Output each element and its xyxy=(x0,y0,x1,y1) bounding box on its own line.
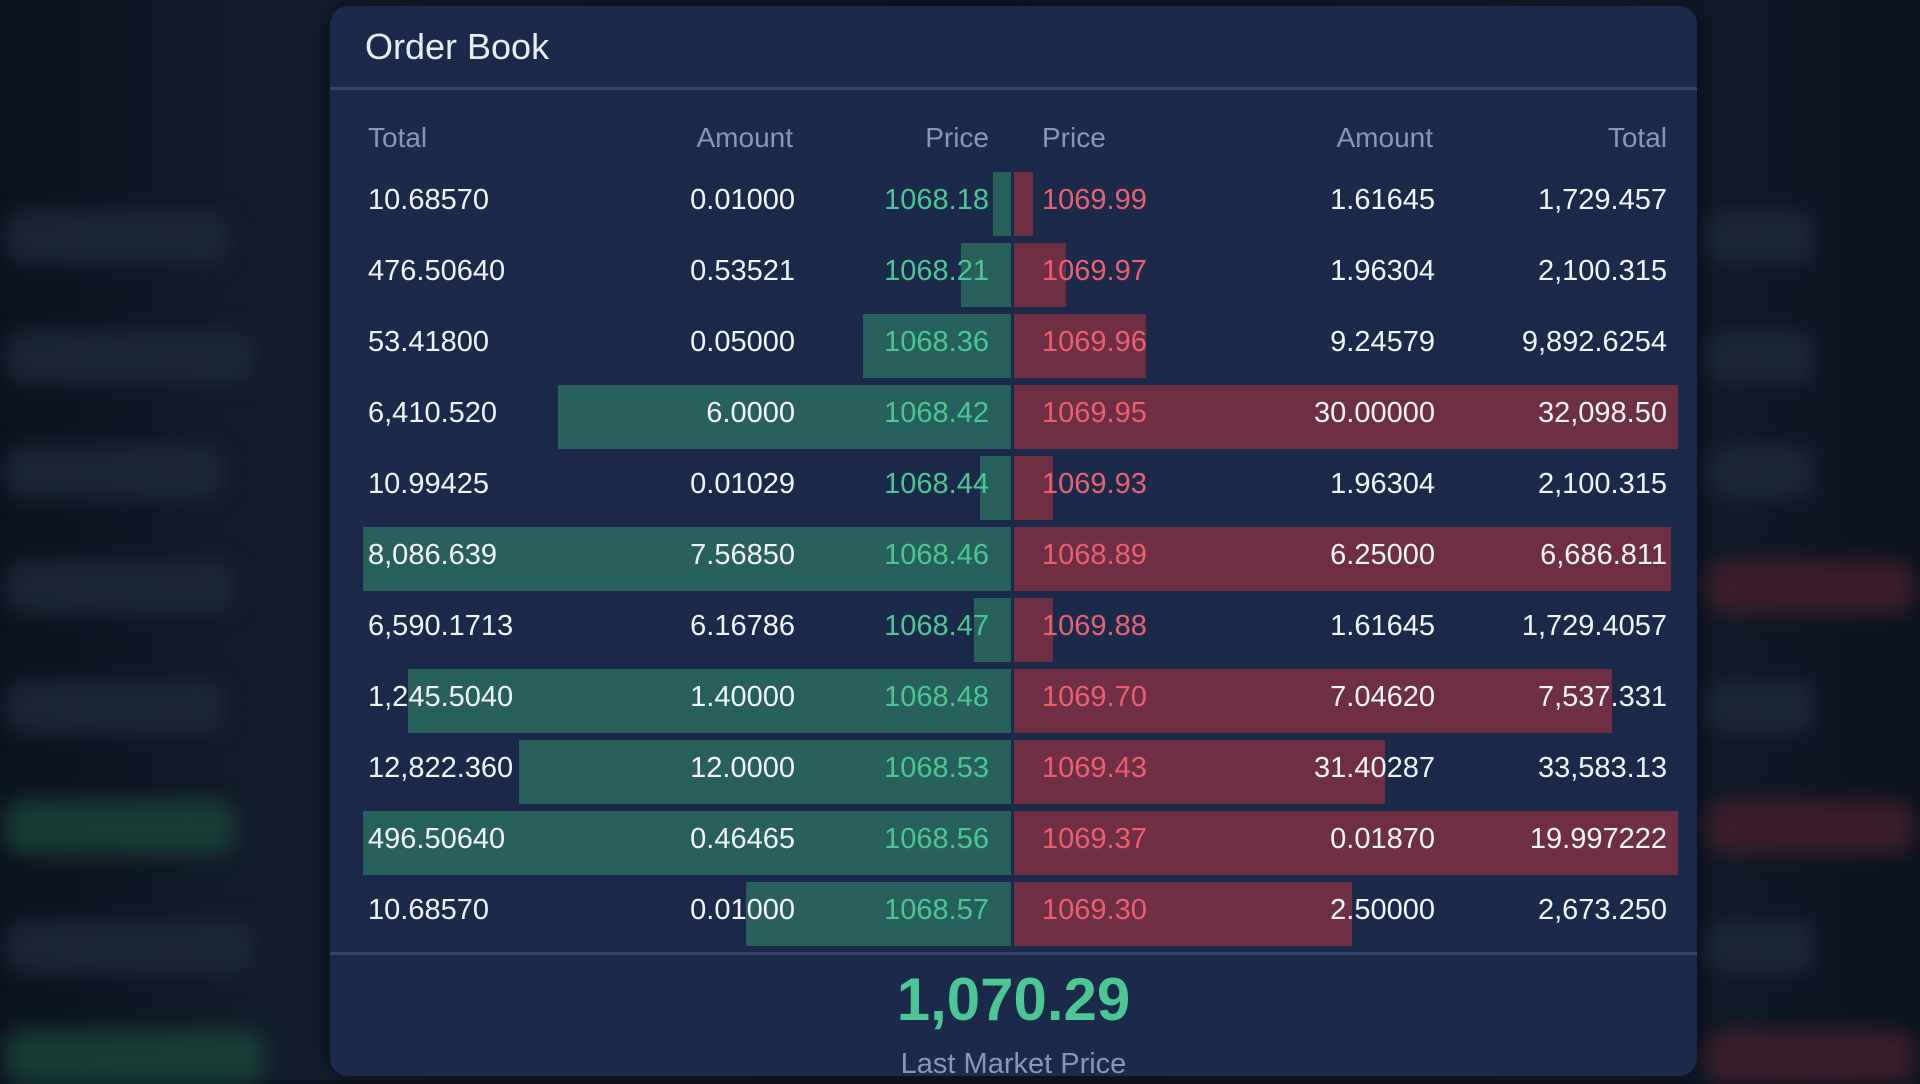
ask-amount-header: Amount xyxy=(1337,122,1434,154)
ask-amount-cell: 0.01870 xyxy=(1330,823,1435,856)
ask-price-cell: 1069.88 xyxy=(1042,610,1147,643)
last-market-price-label: Last Market Price xyxy=(330,1048,1697,1076)
bid-price-cell: 1068.53 xyxy=(884,752,989,785)
blurred-sidebar-item xyxy=(5,680,225,734)
ask-price-header: Price xyxy=(1042,122,1106,154)
bid-price-cell: 1068.42 xyxy=(884,397,989,430)
bid-total-cell: 10.68570 xyxy=(368,894,489,927)
bid-amount-cell: 12.0000 xyxy=(690,752,795,785)
ask-price-cell: 1069.43 xyxy=(1042,752,1147,785)
blurred-sidebar-item xyxy=(5,800,235,854)
ask-amount-cell: 1.96304 xyxy=(1330,255,1435,288)
bid-total-cell: 12,822.360 xyxy=(368,752,513,785)
spread-divider xyxy=(1011,168,1014,949)
bid-amount-cell: 0.01000 xyxy=(690,894,795,927)
blurred-sidebar-item xyxy=(5,920,255,974)
ask-total-cell: 1,729.4057 xyxy=(1522,610,1667,643)
ask-total-header: Total xyxy=(1608,122,1667,154)
bid-total-cell: 6,590.1713 xyxy=(368,610,513,643)
ask-total-cell: 33,583.13 xyxy=(1538,752,1667,785)
blurred-sidebar-item xyxy=(1705,920,1815,974)
bid-price-cell: 1068.56 xyxy=(884,823,989,856)
blurred-sidebar-item xyxy=(5,560,235,614)
ask-price-cell: 1069.93 xyxy=(1042,468,1147,501)
ask-depth-bar xyxy=(1013,172,1033,236)
blurred-sidebar-item xyxy=(1705,800,1915,854)
ask-amount-cell: 31.40287 xyxy=(1314,752,1435,785)
order-book-panel: Order Book Total Amount Price Price Amou… xyxy=(330,6,1697,1076)
bid-total-cell: 10.99425 xyxy=(368,468,489,501)
ask-total-cell: 2,100.315 xyxy=(1538,468,1667,501)
blurred-sidebar-item xyxy=(5,445,225,499)
blurred-sidebar-item xyxy=(1705,1030,1915,1084)
blurred-sidebar-item xyxy=(1705,560,1915,614)
bid-price-cell: 1068.18 xyxy=(884,184,989,217)
ask-total-cell: 32,098.50 xyxy=(1538,397,1667,430)
ask-amount-cell: 7.04620 xyxy=(1330,681,1435,714)
bid-amount-cell: 0.46465 xyxy=(690,823,795,856)
ask-amount-cell: 2.50000 xyxy=(1330,894,1435,927)
panel-title: Order Book xyxy=(365,26,549,68)
ask-total-cell: 6,686.811 xyxy=(1540,539,1667,572)
bid-amount-cell: 1.40000 xyxy=(690,681,795,714)
bid-price-header: Price xyxy=(925,122,989,154)
blurred-sidebar-item xyxy=(1705,445,1815,499)
blurred-sidebar-item xyxy=(5,1030,265,1084)
bid-total-cell: 6,410.520 xyxy=(368,397,497,430)
ask-amount-cell: 1.61645 xyxy=(1330,610,1435,643)
bid-total-cell: 476.50640 xyxy=(368,255,505,288)
last-market-price: 1,070.29 xyxy=(330,965,1697,1034)
ask-total-cell: 1,729.457 xyxy=(1538,184,1667,217)
ask-total-cell: 19.997222 xyxy=(1530,823,1667,856)
blurred-sidebar-item xyxy=(5,330,255,384)
column-headers: Total Amount Price Price Amount Total xyxy=(330,122,1697,162)
bid-total-cell: 496.50640 xyxy=(368,823,505,856)
ask-price-cell: 1069.96 xyxy=(1042,326,1147,359)
bid-price-cell: 1068.44 xyxy=(884,468,989,501)
bid-price-cell: 1068.46 xyxy=(884,539,989,572)
panel-header: Order Book xyxy=(330,6,1697,90)
ask-amount-cell: 1.61645 xyxy=(1330,184,1435,217)
ask-price-cell: 1069.70 xyxy=(1042,681,1147,714)
ask-amount-cell: 6.25000 xyxy=(1330,539,1435,572)
bid-total-cell: 8,086.639 xyxy=(368,539,497,572)
blurred-sidebar-item xyxy=(1705,330,1815,384)
blurred-sidebar-item xyxy=(1705,210,1815,264)
bid-depth-bar xyxy=(993,172,1013,236)
ask-total-cell: 2,100.315 xyxy=(1538,255,1667,288)
bid-amount-cell: 0.01029 xyxy=(690,468,795,501)
ask-price-cell: 1069.30 xyxy=(1042,894,1147,927)
blurred-sidebar-item xyxy=(5,210,230,264)
bid-total-cell: 1,245.5040 xyxy=(368,681,513,714)
ask-price-cell: 1069.37 xyxy=(1042,823,1147,856)
blurred-sidebar-item xyxy=(1705,680,1815,734)
bid-amount-cell: 0.01000 xyxy=(690,184,795,217)
bid-price-cell: 1068.48 xyxy=(884,681,989,714)
bid-amount-cell: 6.0000 xyxy=(706,397,795,430)
ask-price-cell: 1069.95 xyxy=(1042,397,1147,430)
ask-price-cell: 1069.97 xyxy=(1042,255,1147,288)
bid-total-cell: 53.41800 xyxy=(368,326,489,359)
bid-amount-header: Amount xyxy=(697,122,794,154)
ask-price-cell: 1068.89 xyxy=(1042,539,1147,572)
bid-price-cell: 1068.57 xyxy=(884,894,989,927)
ask-price-cell: 1069.99 xyxy=(1042,184,1147,217)
bid-amount-cell: 0.53521 xyxy=(690,255,795,288)
bid-price-cell: 1068.47 xyxy=(884,610,989,643)
ask-total-cell: 7,537.331 xyxy=(1538,681,1667,714)
ask-amount-cell: 9.24579 xyxy=(1330,326,1435,359)
bid-price-cell: 1068.21 xyxy=(884,255,989,288)
ask-amount-cell: 1.96304 xyxy=(1330,468,1435,501)
bid-price-cell: 1068.36 xyxy=(884,326,989,359)
bid-total-header: Total xyxy=(368,122,427,154)
bid-amount-cell: 0.05000 xyxy=(690,326,795,359)
ask-amount-cell: 30.00000 xyxy=(1314,397,1435,430)
ask-total-cell: 9,892.6254 xyxy=(1522,326,1667,359)
ask-total-cell: 2,673.250 xyxy=(1538,894,1667,927)
bid-amount-cell: 7.56850 xyxy=(690,539,795,572)
bid-total-cell: 10.68570 xyxy=(368,184,489,217)
bid-amount-cell: 6.16786 xyxy=(690,610,795,643)
market-price-footer: 1,070.29 Last Market Price xyxy=(330,952,1697,1076)
